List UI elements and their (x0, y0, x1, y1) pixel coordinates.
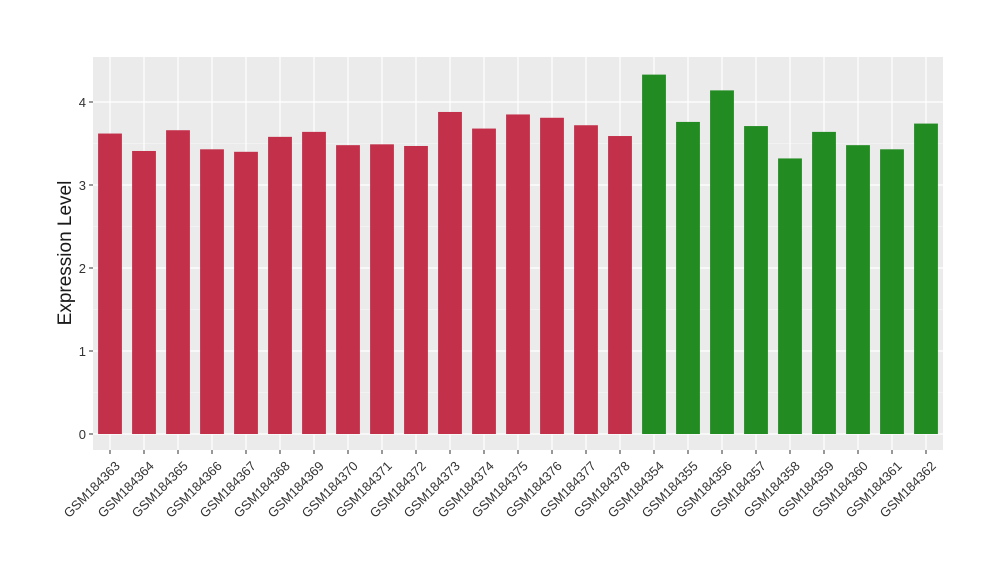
bar-GSM184363 (98, 133, 122, 435)
bars (98, 74, 938, 435)
bar-GSM184364 (132, 150, 156, 434)
bar-GSM184369 (302, 131, 326, 434)
bar-GSM184367 (234, 151, 258, 435)
y-tick-label: 1 (79, 344, 86, 359)
bar-GSM184366 (200, 149, 224, 434)
bar-GSM184361 (880, 149, 904, 434)
y-tick-label: 0 (79, 427, 86, 442)
bar-GSM184359 (812, 131, 836, 434)
bar-GSM184356 (710, 90, 734, 434)
bar-GSM184377 (574, 125, 598, 435)
bar-GSM184370 (336, 145, 360, 434)
bar-GSM184373 (438, 111, 462, 435)
y-tick-label: 4 (79, 95, 86, 110)
x-axis-ticks: GSM184363GSM184364GSM184365GSM184366GSM1… (61, 450, 939, 521)
bar-GSM184374 (472, 128, 496, 434)
bar-GSM184372 (404, 145, 428, 435)
bar-GSM184362 (914, 123, 938, 434)
bar-GSM184358 (778, 158, 802, 434)
bar-GSM184355 (676, 121, 700, 435)
bar-GSM184378 (608, 136, 632, 434)
y-tick-label: 2 (79, 261, 86, 276)
bar-GSM184357 (744, 126, 768, 434)
bar-GSM184371 (370, 144, 394, 434)
bar-GSM184376 (540, 117, 564, 435)
y-tick-label: 3 (79, 178, 86, 193)
y-axis-ticks: 0 1 2 3 4 (79, 95, 93, 442)
y-axis-label: Expression Level (55, 181, 76, 326)
bar-GSM184354 (642, 74, 666, 435)
bar-GSM184375 (506, 114, 530, 434)
bar-GSM184365 (166, 130, 190, 434)
bar-GSM184368 (268, 136, 292, 435)
bar-GSM184360 (846, 145, 870, 434)
